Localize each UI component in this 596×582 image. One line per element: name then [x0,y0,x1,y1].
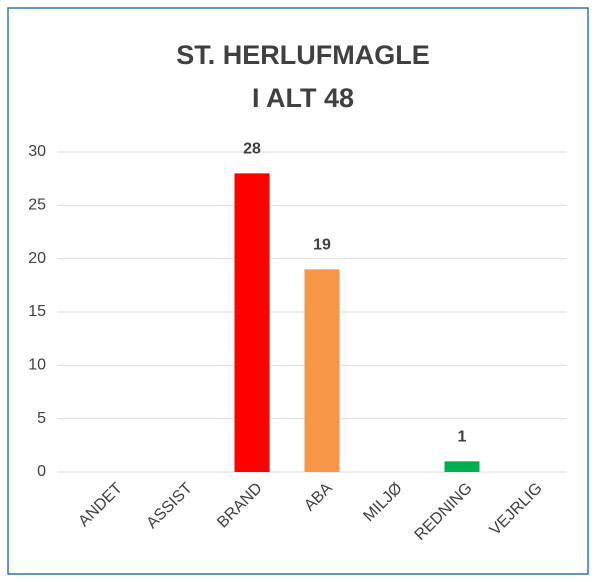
data-label: 28 [243,141,261,158]
y-tick-label: 5 [37,410,46,427]
y-tick-label: 20 [28,250,46,267]
data-label: 19 [313,237,331,254]
chart-border [7,7,589,575]
y-tick-label: 30 [28,143,46,160]
y-tick-label: 10 [28,357,46,374]
y-tick-label: 0 [37,463,46,480]
data-label: 1 [458,429,467,446]
y-tick-label: 25 [28,197,46,214]
bar [304,269,340,472]
chart-subtitle: I ALT 48 [252,83,354,113]
y-tick-label: 15 [28,303,46,320]
bar [444,461,480,472]
bar [234,173,270,473]
chart-title: ST. HERLUFMAGLE [176,40,430,70]
